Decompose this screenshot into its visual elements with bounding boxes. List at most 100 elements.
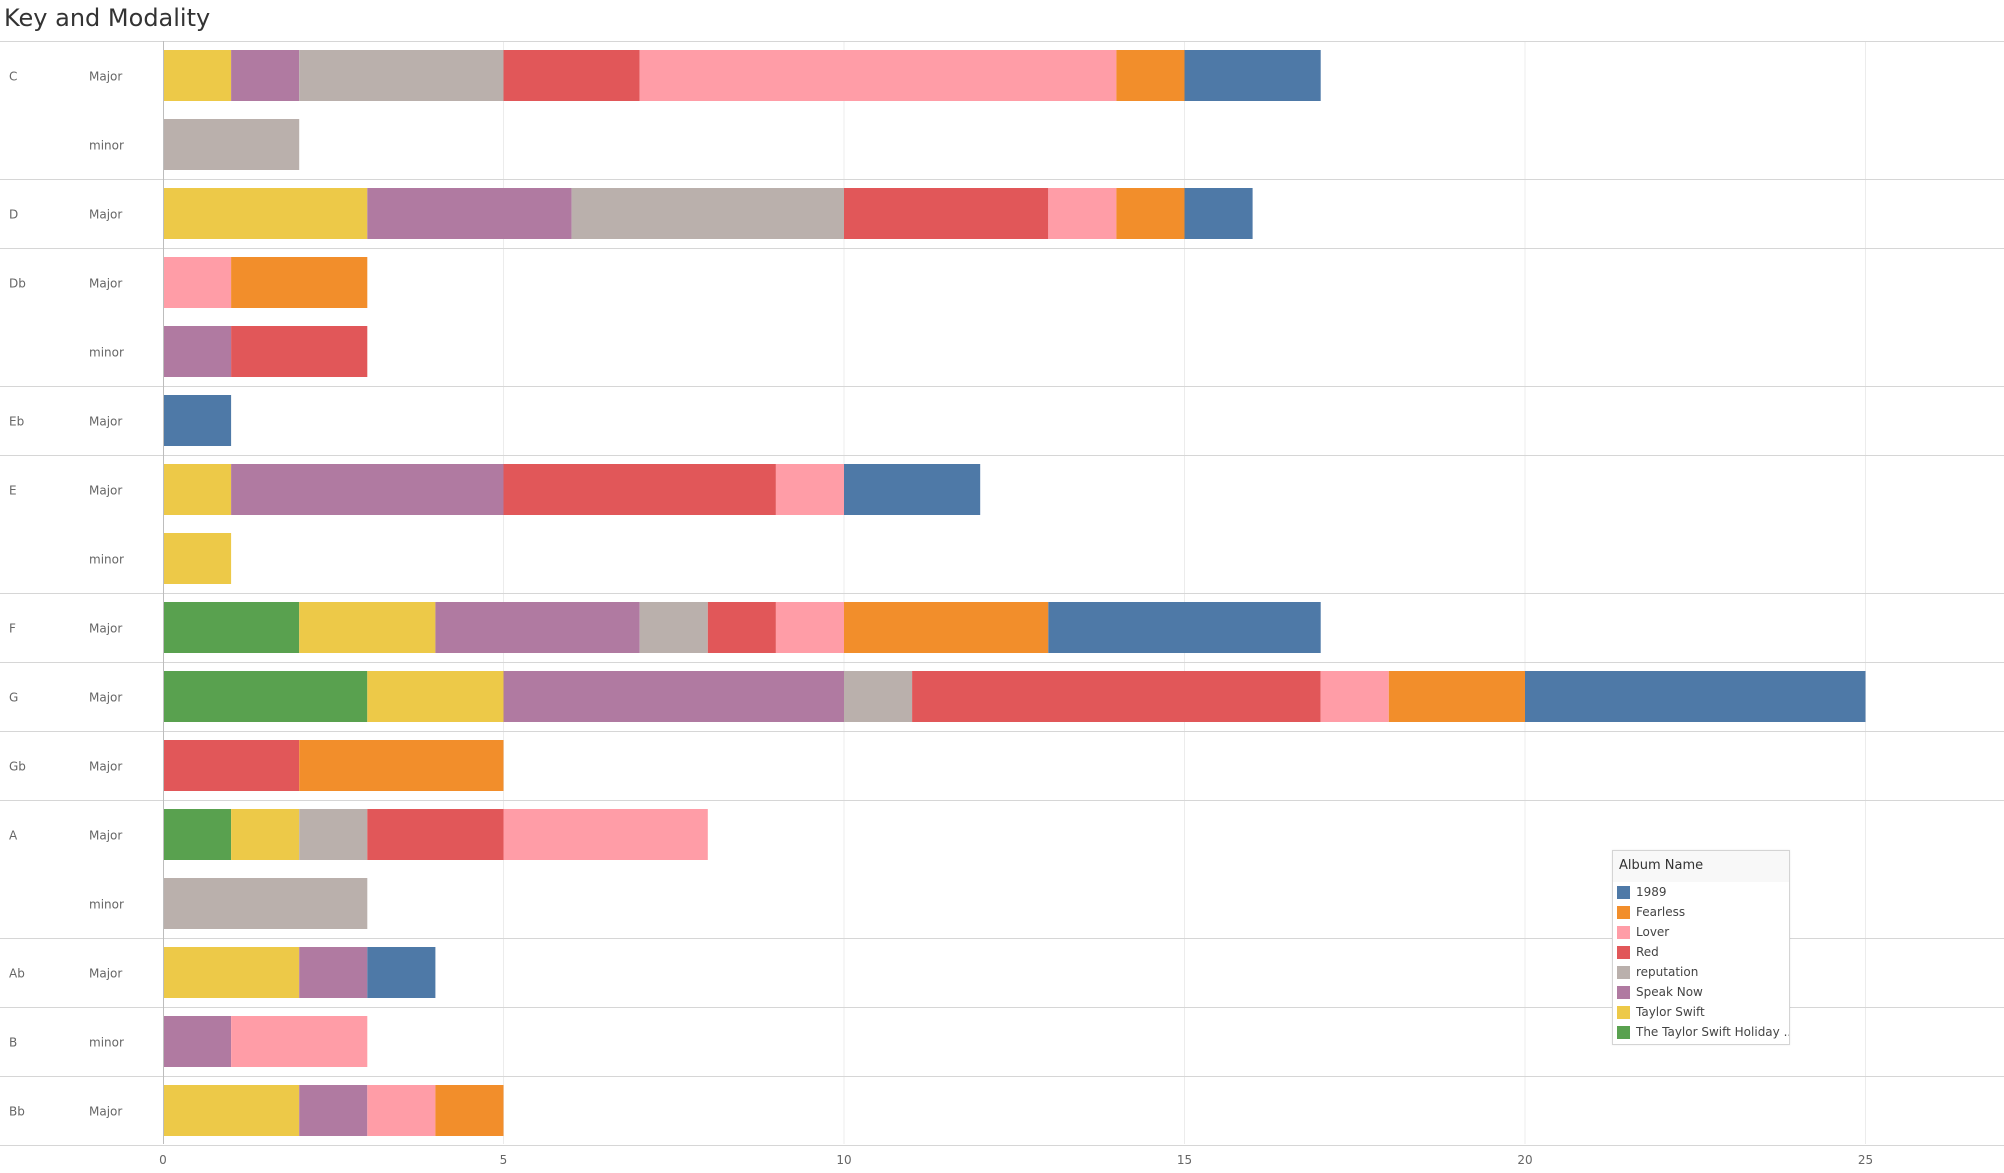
bar-segment[interactable] [367,1085,436,1136]
bar-segment[interactable] [163,326,232,377]
mode-label: Major [89,208,122,222]
bar-segment[interactable] [367,188,572,239]
bar-segment[interactable] [503,671,845,722]
bar-segment[interactable] [1116,188,1185,239]
bar-segment[interactable] [163,671,368,722]
bar-segment[interactable] [163,533,232,584]
bar-segment[interactable] [1116,50,1185,101]
key-label: F [9,622,16,636]
bar-segment[interactable] [775,602,844,653]
bar-segment[interactable] [1048,602,1321,653]
bar-segment[interactable] [163,1016,232,1067]
bar-segment[interactable] [163,602,300,653]
bar-segment[interactable] [639,602,708,653]
bar-segment[interactable] [163,50,232,101]
bar-segment[interactable] [844,464,981,515]
bar-segment[interactable] [299,947,368,998]
mode-label: Major [89,760,122,774]
bar-segment[interactable] [367,947,436,998]
bar-segment[interactable] [435,602,640,653]
legend-label: 1989 [1636,885,1667,899]
legend-item[interactable]: Taylor Swift [1613,1002,1789,1022]
bar-segment[interactable] [299,50,504,101]
legend-items: 1989 Fearless Lover Red reputation Speak Now T… [1613,882,1789,1042]
legend-label: The Taylor Swift Holiday .. [1636,1025,1789,1039]
mode-label: Major [89,1105,122,1119]
legend-item[interactable]: Lover [1613,922,1789,942]
mode-label: Major [89,484,122,498]
bar-segment[interactable] [844,671,913,722]
bar-segment[interactable] [1184,188,1253,239]
bar-segment[interactable] [231,50,300,101]
mode-label: minor [89,1036,124,1050]
legend-item[interactable]: reputation [1613,962,1789,982]
legend-title: Album Name [1613,851,1789,882]
bar-segment[interactable] [163,878,368,929]
bar-segment[interactable] [163,257,232,308]
bar-segment[interactable] [1525,671,1866,722]
bar-segment[interactable] [299,1085,368,1136]
bar-segment[interactable] [163,188,368,239]
legend-item[interactable]: Fearless [1613,902,1789,922]
bar-segment[interactable] [571,188,844,239]
x-tick-label: 20 [1517,1153,1532,1167]
bar-segment[interactable] [231,326,368,377]
legend-label: reputation [1636,965,1699,979]
bar-segment[interactable] [775,464,844,515]
legend-label: Red [1636,945,1659,959]
bar-segment[interactable] [503,464,776,515]
bar-segment[interactable] [639,50,1117,101]
key-label: Gb [9,760,26,774]
bar-segment[interactable] [503,50,640,101]
bar-segment[interactable] [163,809,232,860]
bar-segment[interactable] [367,671,504,722]
bar-segment[interactable] [299,809,368,860]
bar-segment[interactable] [231,809,300,860]
key-label: Ab [9,967,25,981]
bar-segment[interactable] [1388,671,1525,722]
mode-label: Major [89,622,122,636]
legend-item[interactable]: 1989 [1613,882,1789,902]
bar-segment[interactable] [1184,50,1321,101]
bar-segment[interactable] [163,395,232,446]
mode-label: Major [89,691,122,705]
bar-segment[interactable] [367,809,504,860]
mode-label: minor [89,346,124,360]
legend[interactable]: Album Name 1989 Fearless Lover Red reputatio… [1612,850,1790,1045]
bar-segment[interactable] [299,602,436,653]
legend-swatch [1617,945,1630,959]
bar-segment[interactable] [435,1085,504,1136]
mode-label: Major [89,277,122,291]
bar-segment[interactable] [503,809,708,860]
key-label: Db [9,277,26,291]
legend-item[interactable]: The Taylor Swift Holiday .. [1613,1022,1789,1042]
x-tick-label: 5 [500,1153,508,1167]
bar-segment[interactable] [299,740,504,791]
bar-segment[interactable] [844,602,1049,653]
x-tick-label: 25 [1858,1153,1873,1167]
bar-segment[interactable] [1320,671,1389,722]
bar-segment[interactable] [1048,188,1117,239]
bar-segment[interactable] [163,740,300,791]
legend-item[interactable]: Red [1613,942,1789,962]
bar-segment[interactable] [163,119,300,170]
bar-segment[interactable] [163,464,232,515]
bar-segment[interactable] [163,947,300,998]
legend-swatch [1617,985,1630,999]
bar-segment[interactable] [231,257,368,308]
bar-segment[interactable] [231,464,504,515]
bar-segment[interactable] [912,671,1321,722]
key-label: Bb [9,1105,25,1119]
bar-segment[interactable] [844,188,1049,239]
legend-swatch [1617,1005,1630,1019]
legend-label: Taylor Swift [1636,1005,1705,1019]
legend-item[interactable]: Speak Now [1613,982,1789,1002]
mode-label: minor [89,898,124,912]
mode-label: Major [89,829,122,843]
bar-segment[interactable] [707,602,776,653]
mode-label: Major [89,967,122,981]
key-label: C [9,70,17,84]
bar-segment[interactable] [163,1085,300,1136]
mode-label: Major [89,70,122,84]
bar-segment[interactable] [231,1016,368,1067]
